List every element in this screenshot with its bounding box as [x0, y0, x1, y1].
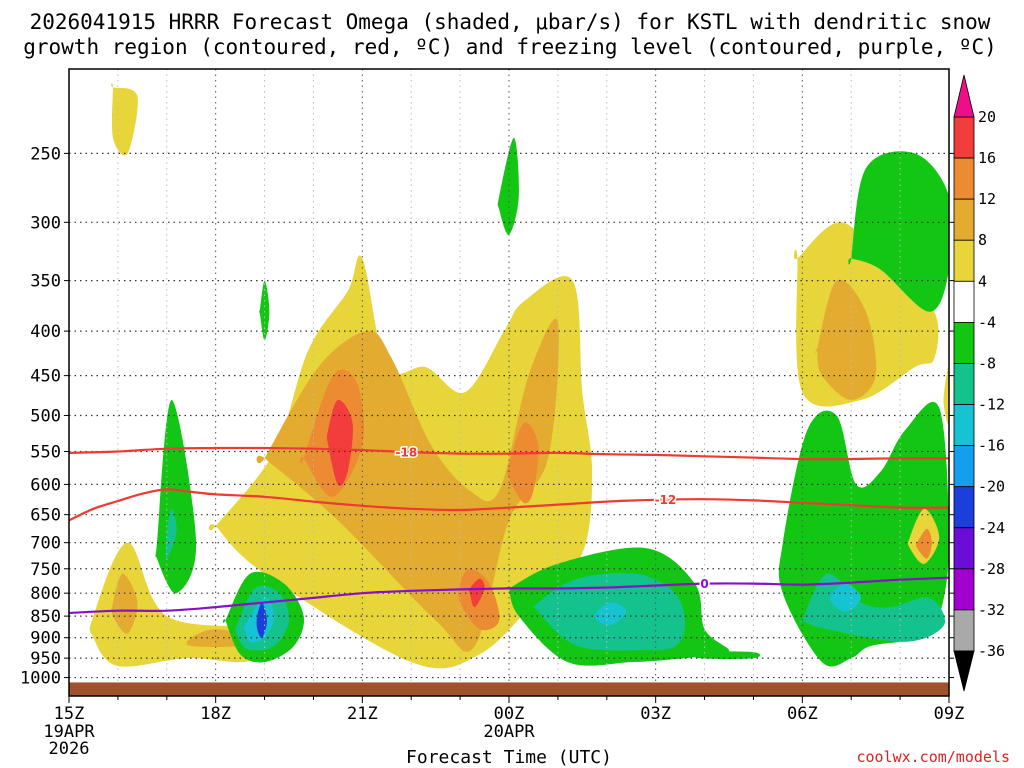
x-axis-label: Forecast Time (UTC)	[406, 747, 612, 768]
ground-band	[69, 682, 949, 696]
colorbar-label--32: -32	[978, 601, 1005, 619]
credit-text: coolwx.com/models	[856, 748, 1010, 766]
y-tick-label-1000: 1000	[20, 669, 61, 689]
colorbar-seg-16_20	[953, 116, 975, 159]
omega-region-31	[256, 602, 267, 638]
x-tick-label-09Z: 09Z	[934, 704, 965, 724]
omega-shading	[89, 83, 949, 669]
omega-region-13	[507, 422, 539, 504]
plot-grid	[69, 69, 949, 696]
x-tick-label-21Z: 21Z	[347, 704, 378, 724]
colorbar-seg-m28_m24	[953, 527, 975, 570]
colorbar-label--12: -12	[978, 396, 1005, 414]
omega-region-0	[111, 83, 138, 156]
y-tick-label-300: 300	[30, 213, 61, 233]
colorbar-bottom-arrow	[953, 650, 975, 692]
colorbar-label--24: -24	[978, 519, 1005, 537]
x-tick-label-03Z: 03Z	[640, 704, 671, 724]
x-date-label-2026: 2026	[49, 739, 90, 759]
dendritic-line-1	[69, 488, 949, 522]
y-tick-label-950: 950	[30, 649, 61, 669]
omega-region-6	[259, 280, 270, 341]
freezing-line-label: 0	[700, 577, 708, 591]
colorbar-seg-m20_m16	[953, 445, 975, 488]
colorbar-label-4: 4	[978, 272, 987, 290]
omega-region-17	[595, 602, 627, 626]
x-tick-label-00Z: 00Z	[494, 704, 525, 724]
colorbar-seg-m12_m8	[953, 363, 975, 405]
colorbar-seg-m16_m12	[953, 404, 975, 447]
colorbar-seg-m24_m20	[953, 486, 975, 529]
colorbar-label--20: -20	[978, 478, 1005, 496]
omega-region-23	[916, 528, 932, 559]
colorbar-seg-m4_4	[953, 280, 975, 323]
x-date-label-19APR: 19APR	[43, 722, 95, 742]
x-tick-label-06Z: 06Z	[787, 704, 818, 724]
y-tick-label-600: 600	[30, 475, 61, 495]
ground-layer	[69, 682, 949, 696]
chart-title-line1: 2026041915 HRRR Forecast Omega (shaded, …	[30, 10, 991, 34]
x-tick-label-15Z: 15Z	[54, 704, 85, 724]
y-tick-label-800: 800	[30, 584, 61, 604]
y-tick-label-450: 450	[30, 367, 61, 387]
y-tick-label-400: 400	[30, 322, 61, 342]
colorbar: 20 16 12 8 4 -4 -8 -12 -16 -20 -24 -28 -32 -36	[953, 74, 1005, 692]
colorbar-label-8: 8	[978, 231, 987, 249]
colorbar-seg-m36_m32	[953, 609, 975, 652]
dendritic-line-1-label: -12	[655, 493, 677, 507]
y-axis-ticks: 2503003504004505005506006507007508008509…	[20, 144, 954, 689]
dendritic-line-0	[69, 446, 949, 461]
y-tick-label-500: 500	[30, 406, 61, 426]
dendritic-line-0-label: -18	[395, 445, 417, 459]
y-tick-label-750: 750	[30, 560, 61, 580]
colorbar-seg-m32_m28	[953, 568, 975, 611]
colorbar-seg-m8_m4	[953, 321, 975, 364]
omega-region-18	[692, 651, 761, 659]
omega-region-4	[154, 400, 197, 594]
y-tick-label-650: 650	[30, 506, 61, 526]
y-tick-label-900: 900	[30, 629, 61, 649]
colorbar-label--8: -8	[978, 354, 996, 372]
omega-region-10	[326, 399, 353, 486]
x-tick-label-18Z: 18Z	[200, 704, 231, 724]
contour-lines	[69, 446, 949, 615]
colorbar-seg-4_8	[953, 239, 975, 282]
omega-region-20	[815, 279, 877, 400]
omega-region-5	[165, 508, 177, 559]
colorbar-seg-8_12	[953, 198, 975, 241]
colorbar-seg-12_16	[953, 157, 975, 200]
colorbar-label-20: 20	[978, 108, 996, 126]
colorbar-label-12: 12	[978, 190, 996, 208]
colorbar-top-arrow	[953, 74, 975, 118]
omega-region-2	[111, 573, 138, 634]
omega-region-14	[497, 137, 519, 235]
freezing-line	[69, 576, 949, 615]
y-tick-label-250: 250	[30, 144, 61, 164]
y-tick-label-550: 550	[30, 443, 61, 463]
contour-labels: -18 -12 0	[394, 444, 710, 593]
colorbar-label--36: -36	[978, 642, 1005, 660]
chart-title-line2: growth region (contoured, red, ºC) and f…	[23, 35, 997, 59]
x-date-label-20APR: 20APR	[483, 722, 535, 742]
omega-region-25	[829, 583, 861, 612]
y-tick-label-700: 700	[30, 534, 61, 554]
colorbar-label--16: -16	[978, 437, 1005, 455]
omega-region-26	[848, 151, 949, 312]
y-tick-label-850: 850	[30, 607, 61, 627]
y-tick-label-350: 350	[30, 272, 61, 292]
colorbar-label--28: -28	[978, 560, 1005, 578]
colorbar-label-16: 16	[978, 149, 996, 167]
colorbar-label--4: -4	[978, 313, 996, 331]
omega-region-27	[943, 366, 949, 425]
